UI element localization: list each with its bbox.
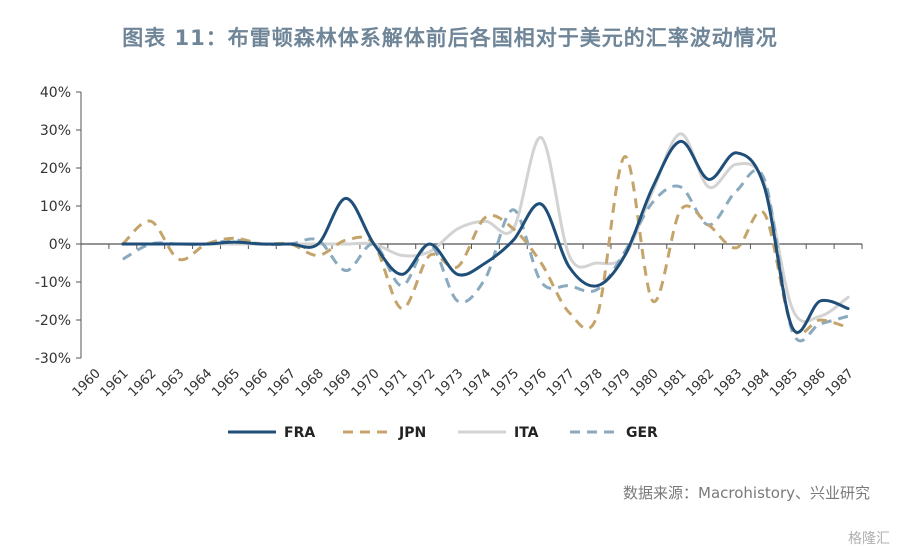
x-tick-label: 1964	[181, 366, 215, 400]
x-tick-label: 1973	[432, 366, 466, 400]
series-line-ita	[121, 132, 850, 323]
x-tick-label: 1980	[628, 366, 662, 400]
source-note: 数据来源：Macrohistory、兴业研究	[623, 484, 870, 502]
x-tick-label: 1977	[544, 366, 578, 400]
x-tick-label: 1985	[767, 366, 801, 400]
x-tick-label: 1971	[377, 366, 411, 400]
x-tick-label: 1961	[98, 366, 132, 400]
legend-label-jpn: JPN	[398, 425, 426, 441]
x-tick-label: 1960	[70, 366, 104, 400]
watermark-logo: 格隆汇	[848, 531, 890, 547]
x-tick-label: 1969	[321, 366, 355, 400]
series-line-fra	[121, 139, 850, 334]
y-tick-label: -10%	[35, 275, 71, 291]
x-tick-label: 1976	[516, 366, 550, 400]
x-tick-label: 1987	[823, 366, 857, 400]
x-tick-label: 1974	[460, 366, 494, 400]
x-tick-label: 1975	[488, 366, 522, 400]
x-tick-label: 1962	[126, 366, 160, 400]
x-tick-label: 1967	[265, 366, 299, 400]
x-tick-label: 1982	[683, 366, 717, 400]
series-line-ger	[122, 168, 849, 343]
x-tick-label: 1978	[572, 366, 606, 400]
y-tick-label: 40%	[40, 85, 71, 101]
legend-label-ita: ITA	[514, 425, 539, 441]
x-tick-label: 1970	[349, 366, 383, 400]
x-tick-label: 1981	[656, 366, 690, 400]
x-tick-label: 1983	[711, 366, 745, 400]
x-tick-label: 1966	[237, 366, 271, 400]
y-tick-label: -30%	[35, 351, 71, 367]
legend-label-ger: GER	[626, 425, 658, 441]
y-tick-label: 30%	[40, 123, 71, 139]
y-tick-label: 0%	[49, 237, 71, 253]
x-tick-label: 1965	[209, 366, 243, 400]
chart-title: 图表 11：布雷顿森林体系解体前后各国相对于美元的汇率波动情况	[122, 26, 778, 50]
x-tick-label: 1979	[600, 366, 634, 400]
y-tick-label: 10%	[40, 199, 71, 215]
x-tick-label: 1984	[739, 366, 773, 400]
x-tick-label: 1968	[293, 366, 327, 400]
x-tick-label: 1972	[404, 366, 438, 400]
x-tick-label: 1986	[795, 366, 829, 400]
legend-label-fra: FRA	[284, 425, 315, 441]
series-line-jpn	[121, 155, 849, 336]
y-tick-label: -20%	[35, 313, 71, 329]
y-tick-label: 20%	[40, 161, 71, 177]
x-tick-label: 1963	[153, 366, 187, 400]
